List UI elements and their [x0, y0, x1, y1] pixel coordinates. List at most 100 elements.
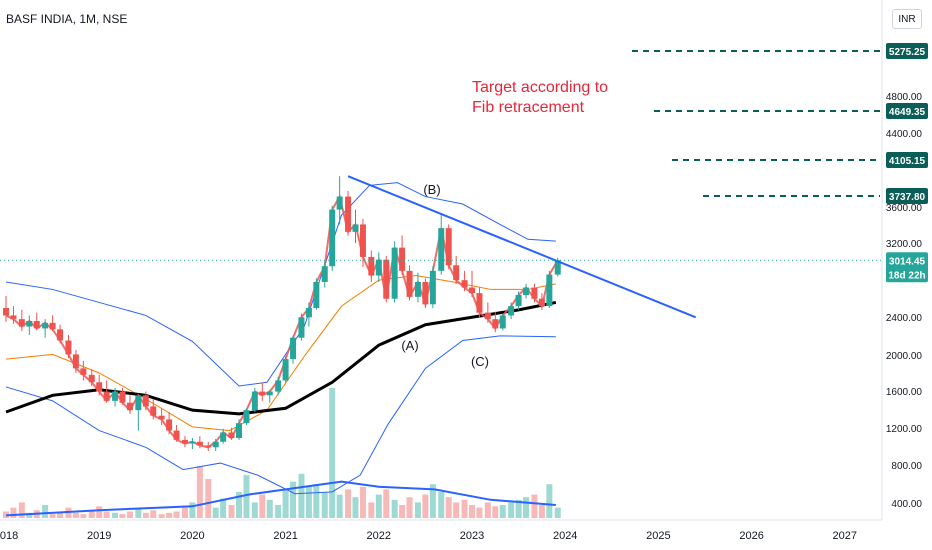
volume-bar	[305, 486, 312, 518]
candle-body	[275, 380, 282, 392]
candle-body	[476, 293, 483, 313]
candle-body	[205, 445, 212, 448]
volume-bar	[391, 499, 398, 518]
candle-body	[414, 282, 421, 297]
candle-body	[515, 295, 522, 307]
candle-body	[80, 368, 87, 375]
wave-label: (A)	[401, 338, 418, 353]
x-tick-label: 2022	[367, 530, 391, 542]
volume-bar	[88, 510, 95, 518]
candle-body	[321, 266, 328, 282]
volume-bar	[445, 497, 452, 518]
candle-body	[290, 337, 297, 360]
candle-body	[119, 391, 126, 403]
candle-body	[57, 329, 64, 341]
countdown-label: 18d 22h	[888, 270, 925, 281]
volume-bar	[476, 507, 483, 518]
ma-orange-line	[5, 274, 556, 432]
volume-bar	[173, 511, 180, 518]
volume-bar	[126, 511, 133, 518]
candle-body	[65, 340, 72, 355]
y-tick-label: 1200.00	[886, 424, 923, 435]
candle-body	[72, 354, 79, 369]
candle-body	[305, 308, 312, 318]
fib-annotation-line2: Fib retracement	[472, 99, 585, 116]
candle-body	[126, 402, 133, 411]
candle-body	[88, 374, 95, 383]
wave-label: (C)	[471, 354, 489, 369]
volume-bar	[438, 492, 445, 518]
candle-body	[181, 439, 188, 444]
volume-bar	[546, 484, 553, 518]
volume-bar	[26, 512, 33, 518]
candle-body	[18, 319, 25, 327]
candle-body	[429, 270, 436, 305]
volume-bar	[523, 497, 530, 518]
volume-ma-line	[5, 480, 556, 517]
volume-bar	[345, 489, 352, 518]
fib-target-label: 5275.25	[889, 47, 926, 58]
candle-body	[298, 317, 305, 338]
volume-bar	[515, 499, 522, 518]
x-tick-label: 2023	[460, 530, 484, 542]
x-tick-label: 2026	[739, 530, 763, 542]
x-tick-label: 2021	[273, 530, 297, 542]
volume-bar	[406, 497, 413, 518]
candle-body	[166, 419, 173, 431]
candle-body	[406, 270, 413, 297]
candle-body	[499, 315, 506, 329]
candle-body	[492, 319, 499, 329]
volume-bar	[96, 506, 103, 518]
volume-bar	[359, 486, 366, 518]
volume-bar	[181, 507, 188, 518]
volume-bar	[158, 514, 165, 518]
volume-bar	[508, 502, 515, 518]
volume-bar	[461, 499, 468, 518]
candle-body	[33, 321, 40, 329]
x-tick-label: 2019	[87, 530, 111, 542]
last-price-label: 3014.45	[889, 256, 926, 267]
candle-body	[375, 259, 382, 276]
candle-body	[313, 282, 320, 308]
volume-bar	[57, 511, 64, 518]
candle-body	[112, 391, 119, 401]
candle-body	[96, 382, 103, 392]
volume-bar	[166, 512, 173, 518]
fib-target-tag	[886, 188, 928, 204]
volume-bar	[10, 507, 17, 518]
x-tick-label: 2018	[0, 530, 18, 542]
candle-body	[142, 395, 149, 407]
volume-bar	[453, 502, 460, 518]
candle-body	[42, 322, 49, 329]
candle-body	[243, 410, 250, 424]
candle-body	[329, 209, 336, 267]
y-tick-label: 1600.00	[886, 387, 923, 398]
y-tick-label: 2400.00	[886, 313, 923, 324]
candle-body	[383, 259, 390, 299]
candle-body	[554, 260, 561, 275]
x-tick-label: 2025	[646, 530, 670, 542]
fib-annotation-line1: Target according to	[472, 79, 609, 96]
candle-body	[546, 274, 553, 307]
volume-bar	[103, 511, 110, 518]
candle-body	[445, 228, 452, 266]
candle-body	[484, 312, 491, 320]
volume-bar	[469, 505, 475, 518]
x-tick-label: 2020	[180, 530, 204, 542]
candle-body	[461, 280, 468, 288]
volume-bar	[220, 498, 227, 518]
volume-bar	[298, 473, 305, 518]
volume-bar	[429, 484, 436, 518]
volume-bar	[383, 489, 390, 518]
volume-bar	[290, 481, 297, 518]
x-tick-label: 2027	[833, 530, 857, 542]
last-price-tag	[886, 252, 928, 283]
volume-bar	[368, 502, 375, 518]
volume-bar	[321, 492, 328, 518]
y-tick-label: 400.00	[891, 499, 922, 510]
candle-body	[212, 441, 219, 448]
currency-button[interactable]: INR	[892, 9, 922, 29]
candle-body	[345, 196, 352, 232]
